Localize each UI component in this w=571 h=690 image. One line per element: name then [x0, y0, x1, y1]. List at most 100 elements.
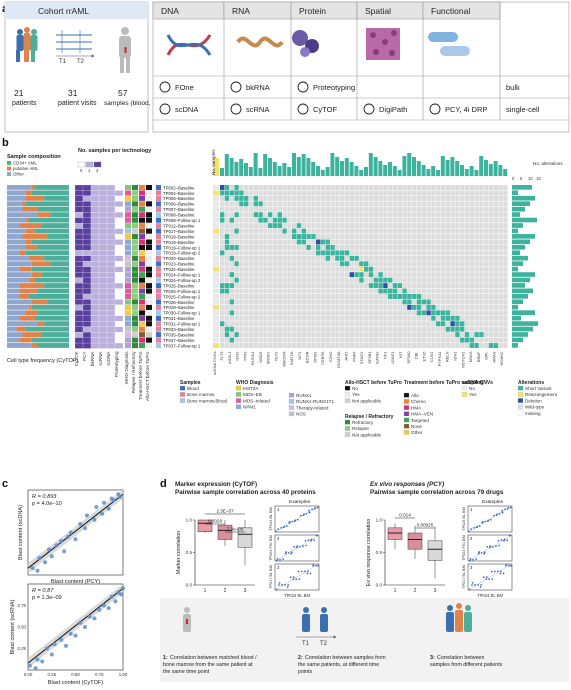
alteration-cell — [450, 304, 455, 310]
alteration-cell — [301, 294, 306, 299]
sample-type-marker — [156, 244, 161, 250]
alteration-cell — [503, 223, 508, 229]
composition-segment — [7, 283, 20, 288]
alteration-cell — [397, 337, 402, 343]
alteration-cell — [234, 250, 239, 256]
alteration-cell — [421, 250, 426, 256]
alteration-cell — [220, 343, 225, 348]
alteration-cell — [469, 343, 474, 348]
alteration-cell — [239, 223, 244, 229]
alteration-cell — [258, 288, 263, 294]
tech-cell — [98, 288, 108, 295]
row-label: TP002–Baseline — [163, 185, 195, 190]
alteration-cell — [244, 332, 249, 338]
x-category-label: 2 — [224, 588, 227, 594]
alteration-cell — [474, 283, 479, 289]
alteration-cell — [431, 217, 436, 223]
alteration-cell — [282, 234, 287, 239]
alteration-cell — [421, 304, 426, 310]
alteration-cell — [383, 261, 388, 267]
alteration-cell — [464, 343, 470, 348]
alteration-cell — [412, 283, 417, 289]
alteration-cell — [450, 343, 455, 348]
mini-point — [488, 546, 491, 549]
alteration-cell — [412, 234, 417, 239]
alteration-cell — [436, 315, 441, 321]
mini-point — [288, 521, 291, 524]
alteration-cell — [455, 212, 460, 218]
alteration-cell — [349, 201, 354, 207]
annotation-cell — [146, 337, 152, 343]
annotation-cell — [146, 206, 152, 212]
alteration-cell — [287, 206, 292, 212]
alteration-cell — [455, 288, 460, 294]
gene-count-bar — [340, 161, 344, 176]
alteration-cell — [244, 228, 249, 234]
row-alteration-bar — [512, 326, 533, 332]
alteration-cell — [277, 283, 282, 289]
alteration-cell — [220, 326, 225, 332]
alteration-cell — [320, 343, 326, 348]
alteration-cell — [229, 332, 234, 338]
alteration-cell — [244, 185, 249, 190]
alteration-cell — [397, 250, 402, 256]
tech-cell — [82, 184, 92, 191]
alteration-cell — [282, 195, 287, 201]
mini-point — [278, 581, 281, 584]
alteration-cell — [311, 294, 316, 299]
legend-swatch — [235, 398, 242, 403]
alteration-cell — [440, 255, 446, 261]
alteration-cell — [426, 337, 431, 343]
alteration-cell — [354, 299, 359, 305]
alteration-cell — [397, 201, 402, 207]
alteration-cell — [311, 255, 316, 261]
tech-cell — [114, 266, 124, 273]
alteration-cell — [268, 228, 273, 234]
annotation-cell — [132, 283, 138, 289]
data-point — [78, 620, 83, 625]
tech-cell — [74, 321, 84, 327]
alteration-cell — [224, 261, 230, 267]
mini-y-label: TP017 BL BM — [462, 565, 466, 589]
alteration-cell — [440, 315, 446, 321]
alteration-cell — [474, 277, 479, 283]
sample-type-marker — [156, 310, 161, 316]
tech-cell — [74, 244, 84, 251]
alteration-cell — [388, 337, 393, 343]
alteration-cell — [464, 228, 470, 234]
mini-point — [282, 526, 285, 529]
technology-table — [152, 1, 570, 133]
multi-people-icon — [446, 603, 472, 632]
alteration-cell — [359, 343, 364, 348]
mini-point — [502, 572, 505, 575]
alteration-cell — [320, 304, 326, 310]
alteration-cell — [301, 288, 306, 294]
alteration-cell — [488, 304, 494, 310]
alteration-cell — [258, 223, 263, 229]
alteration-cell — [450, 195, 455, 201]
mini-point — [506, 507, 509, 510]
mini-point — [509, 506, 512, 509]
alteration-cell — [402, 195, 407, 201]
alteration-cell — [277, 299, 282, 305]
alteration-cell — [397, 195, 402, 201]
tech-cell — [98, 266, 108, 273]
row-alteration-bar — [512, 217, 537, 223]
alteration-cell — [359, 239, 364, 245]
gene-count-bar — [450, 157, 455, 176]
alteration-cell — [392, 255, 398, 261]
alteration-cell — [349, 195, 354, 201]
alteration-cell — [460, 185, 465, 190]
gene-label: BRAF — [476, 351, 481, 362]
mini-index: 1 — [277, 507, 280, 512]
alteration-cell — [484, 272, 489, 278]
alteration-cell — [431, 185, 436, 190]
alteration-cell — [392, 304, 398, 310]
alteration-cell — [436, 294, 441, 299]
alteration-cell — [330, 332, 335, 338]
tech-cell — [90, 217, 100, 224]
annotation-cell — [125, 206, 131, 212]
tech-cell — [106, 255, 116, 262]
